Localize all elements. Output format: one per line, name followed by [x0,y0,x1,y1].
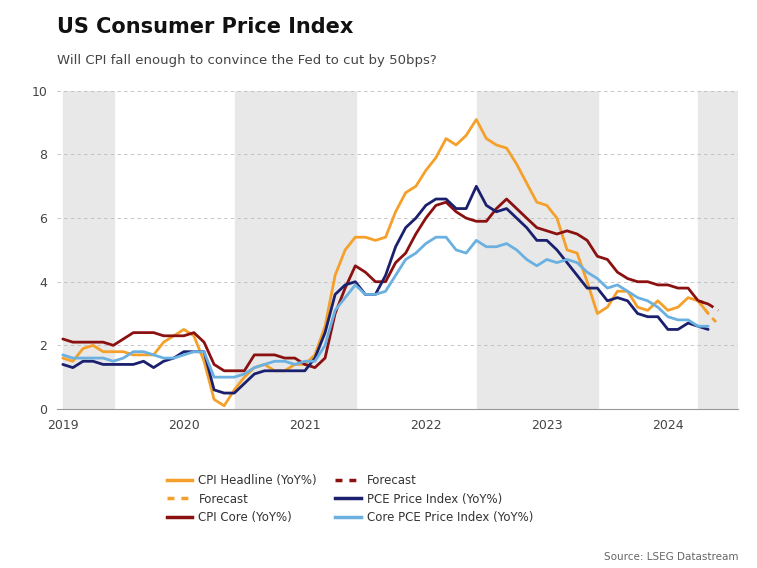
Bar [63,91,114,409]
Text: Will CPI fall enough to convince the Fed to cut by 50bps?: Will CPI fall enough to convince the Fed… [57,54,437,67]
Bar [477,91,598,409]
Bar [698,91,752,409]
Text: US Consumer Price Index: US Consumer Price Index [57,17,354,37]
Legend: CPI Headline (YoY%), Forecast, CPI Core (YoY%), Forecast, PCE Price Index (YoY%): CPI Headline (YoY%), Forecast, CPI Core … [162,469,537,529]
Text: Source: LSEG Datastream: Source: LSEG Datastream [603,552,738,562]
Bar [235,91,356,409]
